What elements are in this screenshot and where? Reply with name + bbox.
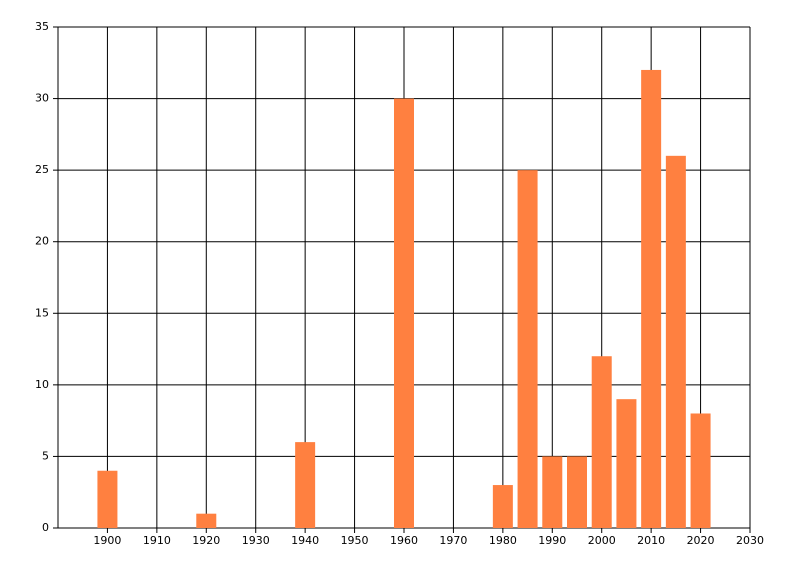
x-tick-label: 1970: [439, 534, 467, 547]
x-tick-label: 1920: [192, 534, 220, 547]
bar: [295, 442, 316, 528]
y-tick-label: 15: [35, 306, 49, 319]
x-tick-label: 1940: [291, 534, 319, 547]
x-tick-label: 1930: [242, 534, 270, 547]
bar: [665, 155, 686, 529]
bar: [97, 470, 118, 528]
x-tick-label: 1990: [538, 534, 566, 547]
y-tick-label: 30: [35, 92, 49, 105]
y-tick-label: 35: [35, 20, 49, 33]
bar: [517, 170, 538, 528]
x-tick-label: 2010: [637, 534, 665, 547]
bar: [616, 399, 637, 528]
bar: [196, 513, 217, 528]
bar: [542, 456, 563, 528]
bar: [690, 413, 711, 528]
x-tick-label: 1950: [341, 534, 369, 547]
bar: [394, 98, 414, 529]
y-tick-label: 10: [35, 378, 49, 391]
x-tick-label: 1910: [143, 534, 171, 547]
bar: [567, 456, 587, 528]
x-tick-label: 1980: [489, 534, 517, 547]
bar: [591, 356, 612, 528]
y-tick-label: 20: [35, 235, 49, 248]
bar: [492, 485, 513, 528]
x-tick-label: 1960: [390, 534, 418, 547]
y-tick-label: 25: [35, 163, 49, 176]
x-tick-label: 2020: [687, 534, 715, 547]
y-tick-label: 5: [42, 449, 49, 462]
x-tick-label: 1900: [93, 534, 121, 547]
x-tick-label: 2000: [588, 534, 616, 547]
bar: [641, 69, 662, 528]
x-tick-label: 2030: [736, 534, 764, 547]
y-tick-label: 0: [42, 521, 49, 534]
